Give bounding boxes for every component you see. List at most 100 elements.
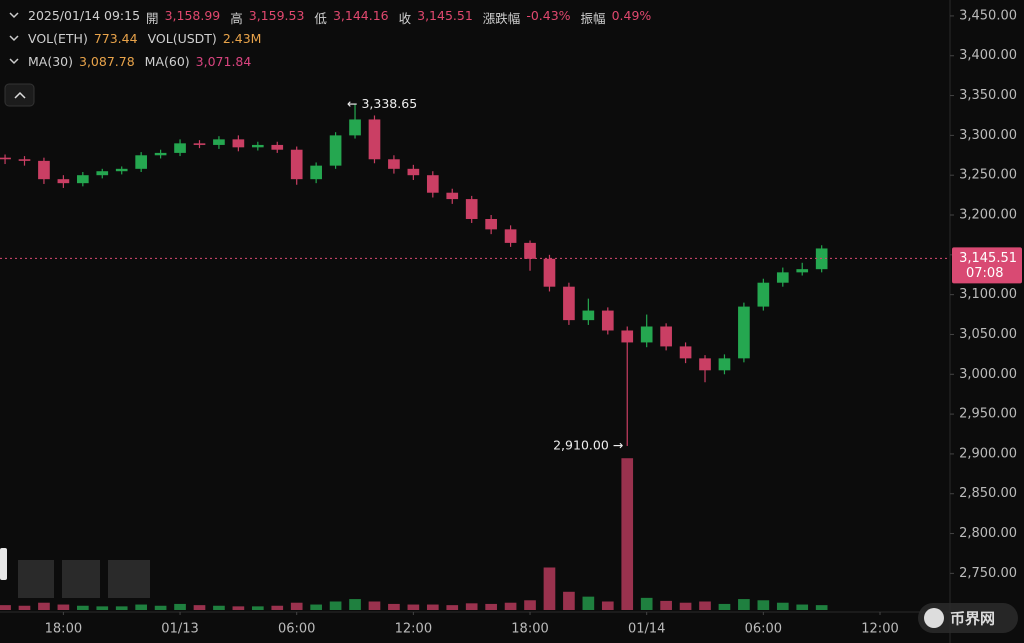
candle-body xyxy=(18,159,31,161)
field-label: 低 xyxy=(314,11,327,26)
volume-bar xyxy=(18,605,31,610)
candle xyxy=(290,146,303,185)
x-tick-label: 18:00 xyxy=(511,622,548,637)
x-tick-label: 18:00 xyxy=(45,622,82,637)
candle xyxy=(485,215,497,235)
volume-legend: VOL(ETH) 773.44 VOL(USDT) 2.43M xyxy=(28,31,265,46)
candle xyxy=(524,240,536,271)
legend-label: VOL(USDT) xyxy=(147,31,217,46)
candle-body xyxy=(174,143,186,153)
legend-label: VOL(ETH) xyxy=(28,31,88,46)
y-tick-label: 3,250.00 xyxy=(959,168,1017,183)
volume-bar xyxy=(135,604,147,610)
volume-bar xyxy=(232,606,245,610)
candle xyxy=(621,326,634,446)
candle xyxy=(407,164,420,180)
candle-body xyxy=(738,306,750,359)
candle xyxy=(368,115,381,164)
volume-bar xyxy=(349,599,361,610)
candle xyxy=(776,267,789,287)
candle-body xyxy=(96,171,109,176)
candle-body xyxy=(679,346,692,359)
volume-bar xyxy=(660,600,672,610)
volume-bar xyxy=(115,606,128,610)
candle xyxy=(154,149,167,159)
candle xyxy=(388,155,400,174)
candle xyxy=(329,132,342,169)
candle-body xyxy=(368,119,381,160)
candle-body xyxy=(504,229,517,243)
candle xyxy=(310,162,322,184)
y-tick-label: 2,900.00 xyxy=(959,446,1017,461)
volume-bar xyxy=(543,567,556,610)
candle-body xyxy=(446,192,459,200)
candle xyxy=(640,314,653,348)
volume-bar xyxy=(426,604,439,610)
volume-bar xyxy=(796,604,809,610)
candle-body xyxy=(621,330,634,343)
candle-body xyxy=(640,326,653,343)
candle-body xyxy=(115,168,128,172)
volume-bar xyxy=(718,603,731,610)
candle xyxy=(426,171,439,198)
x-tick-label: 06:00 xyxy=(745,622,782,637)
candle-body xyxy=(660,326,672,347)
candle xyxy=(582,298,595,325)
volume-bar xyxy=(38,602,50,610)
candle xyxy=(465,195,478,223)
volume-bar xyxy=(251,606,264,610)
volume-bar xyxy=(329,601,342,610)
volume-bar xyxy=(524,600,536,610)
volume-bar xyxy=(621,458,634,610)
candle-body xyxy=(776,272,789,283)
legend-value: 3,071.84 xyxy=(195,54,252,69)
candle xyxy=(18,156,31,166)
candle-body xyxy=(543,258,556,287)
volume-bar xyxy=(310,604,322,610)
volume-bar xyxy=(504,602,517,610)
volume-bar xyxy=(368,601,381,610)
candle-body xyxy=(485,218,497,230)
volume-bar xyxy=(563,591,575,610)
field-label: 開 xyxy=(146,11,159,26)
candle xyxy=(213,136,225,149)
legend-value: 773.44 xyxy=(93,31,138,46)
candle-body xyxy=(329,135,342,166)
candle xyxy=(57,175,70,188)
watermark-icon xyxy=(924,608,944,628)
candle-body xyxy=(582,310,595,321)
datetime: 2025/01/14 09:15 xyxy=(28,8,141,23)
field-value: 0.49% xyxy=(611,8,652,23)
x-tick-label: 12:00 xyxy=(861,622,898,637)
volume-bar xyxy=(290,602,303,610)
candle xyxy=(660,323,672,351)
x-tick-label: 01/13 xyxy=(161,622,198,637)
collapse-button[interactable] xyxy=(4,83,35,107)
watermark-badge xyxy=(918,603,1018,633)
candle xyxy=(349,104,361,139)
y-tick-label: 3,100.00 xyxy=(959,287,1017,302)
collapse-icons[interactable] xyxy=(9,12,19,65)
legend-value: 3,087.78 xyxy=(79,54,135,69)
y-tick-label: 3,300.00 xyxy=(959,128,1017,143)
candle-body xyxy=(38,160,50,180)
volume-bar xyxy=(485,603,497,610)
field-label: 收 xyxy=(398,11,412,26)
volume-bar xyxy=(76,605,89,610)
volume-bar xyxy=(96,606,109,610)
candle xyxy=(76,172,89,187)
field-value: -0.43% xyxy=(526,8,571,23)
ma-legend: MA(30) 3,087.78 MA(60) 3,071.84 xyxy=(28,54,255,69)
candle xyxy=(96,168,109,179)
volume-bar xyxy=(0,605,11,610)
candle-body xyxy=(465,199,478,219)
candle xyxy=(251,141,264,151)
volume-bar xyxy=(57,604,70,610)
candle-body xyxy=(251,144,264,148)
side-handle[interactable] xyxy=(0,548,7,580)
candle-body xyxy=(563,286,575,321)
candle-body xyxy=(407,168,420,176)
candle xyxy=(601,307,614,335)
candle-body xyxy=(154,152,167,156)
